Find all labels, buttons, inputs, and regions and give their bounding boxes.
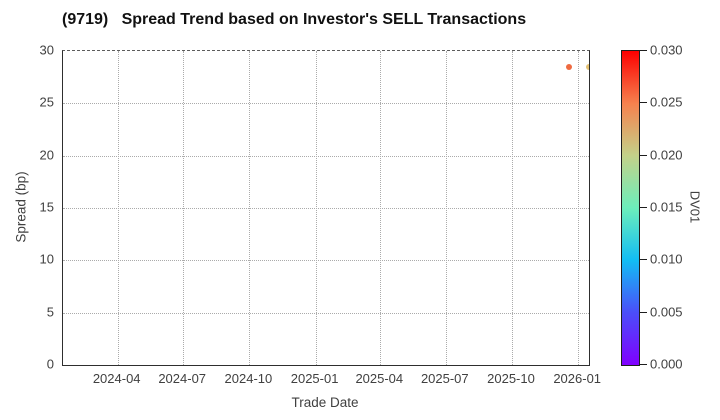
colorbar-tick xyxy=(640,207,647,208)
colorbar-tick xyxy=(640,364,647,365)
h-gridline xyxy=(63,155,589,157)
colorbar-label: DV01 xyxy=(687,190,703,224)
h-gridline xyxy=(63,260,589,262)
x-axis-label: Trade Date xyxy=(291,395,359,410)
y-tick-label: 30 xyxy=(39,42,54,58)
x-tick-label: 2024-10 xyxy=(224,371,273,386)
data-point xyxy=(586,63,589,70)
x-tick-label: 2025-10 xyxy=(487,371,535,386)
colorbar-tick-label: 0.025 xyxy=(650,94,683,110)
v-gridline xyxy=(578,51,580,365)
chart-title: (9719) Spread Trend based on Investor's … xyxy=(62,11,527,28)
x-tick-label: 2024-04 xyxy=(92,371,141,386)
colorbar-tick xyxy=(640,311,647,313)
colorbar-tick-label: 0.015 xyxy=(650,199,683,215)
colorbar-tick-label: 0.000 xyxy=(650,356,683,372)
v-gridline xyxy=(315,51,317,365)
v-gridline xyxy=(183,51,185,365)
h-gridline xyxy=(63,208,589,209)
plot-area xyxy=(62,50,590,366)
x-tick-label: 2026-01 xyxy=(553,371,602,386)
x-tick-label: 2025-04 xyxy=(355,371,404,386)
y-tick-label: 20 xyxy=(39,147,54,163)
v-gridline xyxy=(512,51,513,365)
v-gridline xyxy=(117,51,119,365)
v-gridline xyxy=(380,51,382,365)
y-tick-label: 15 xyxy=(39,199,54,215)
colorbar-tick-label: 0.005 xyxy=(650,304,683,320)
v-gridline xyxy=(445,51,447,365)
y-tick-label: 5 xyxy=(46,304,54,320)
y-tick-label: 0 xyxy=(46,356,54,372)
data-point xyxy=(565,63,572,70)
colorbar-tick-label: 0.020 xyxy=(650,147,683,163)
colorbar-tick-label: 0.030 xyxy=(650,42,683,58)
x-tick-label: 2025-07 xyxy=(420,371,469,386)
colorbar-tick-label: 0.010 xyxy=(650,251,683,267)
colorbar-tick xyxy=(640,102,647,104)
h-gridline xyxy=(63,103,589,105)
v-gridline xyxy=(249,51,251,365)
colorbar-gradient xyxy=(621,50,640,366)
colorbar-tick xyxy=(640,154,647,156)
x-tick-label: 2024-07 xyxy=(158,371,207,386)
colorbar-tick xyxy=(640,259,647,261)
x-tick-label: 2025-01 xyxy=(290,371,339,386)
colorbar-tick xyxy=(640,50,647,51)
h-gridline xyxy=(63,312,589,314)
y-tick-label: 10 xyxy=(39,251,54,267)
y-tick-label: 25 xyxy=(39,94,54,110)
